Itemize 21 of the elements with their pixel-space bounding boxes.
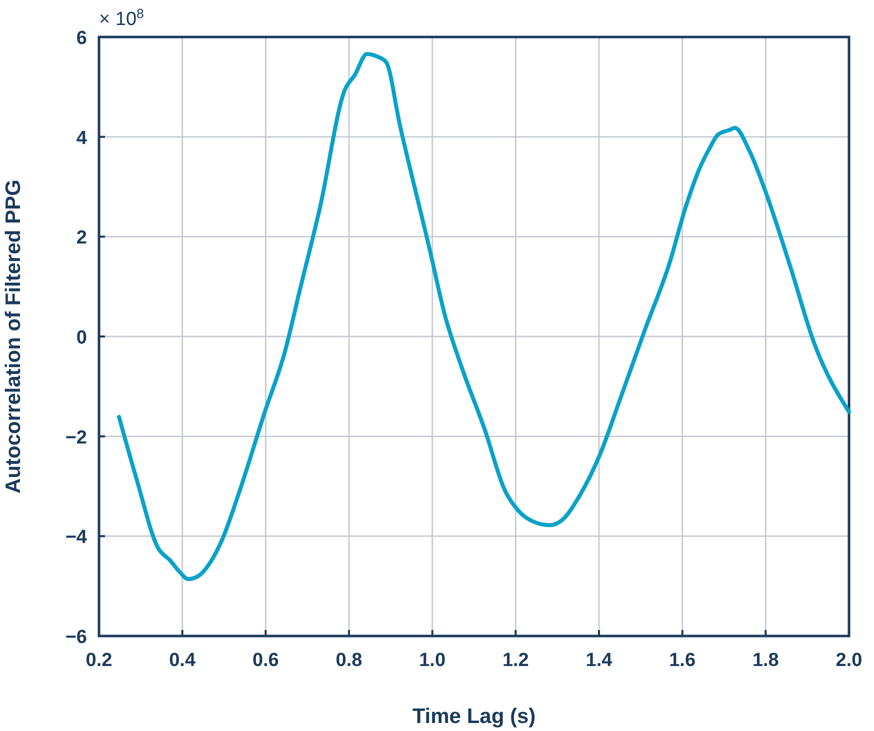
y-tick-label: −6	[65, 627, 87, 648]
y-tick-label: 2	[76, 228, 87, 249]
y-tick-label: −4	[65, 527, 88, 548]
x-tick-label: 0.2	[86, 650, 112, 671]
x-tick-label: 1.4	[586, 650, 613, 671]
y-tick-label: −2	[65, 427, 87, 448]
x-tick-label: 1.0	[419, 650, 446, 671]
x-tick-label: 0.4	[169, 650, 196, 671]
x-axis-title: Time Lag (s)	[412, 705, 536, 728]
text: × 10$^{8}$	[99, 6, 144, 30]
x-tick-label: 0.6	[252, 650, 279, 671]
x-tick-label: 2.0	[836, 650, 862, 671]
x-tick-label: 0.8	[336, 650, 362, 671]
y-axis-title: Autocorrelation of Filtered PPG	[2, 180, 25, 494]
y-tick-label: 0	[76, 328, 87, 348]
x-tick-label: 1.8	[752, 650, 779, 671]
x-tick-label: 1.2	[502, 650, 529, 671]
y-tick-label: 4	[76, 128, 88, 149]
line-series	[117, 52, 851, 582]
y-tick-label: 6	[76, 28, 87, 49]
x-tick-label: 1.6	[669, 650, 696, 671]
